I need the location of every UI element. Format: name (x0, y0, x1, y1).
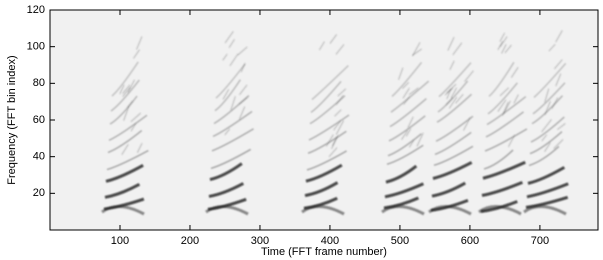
x-tick-label: 300 (251, 235, 269, 247)
x-tick-label: 100 (111, 235, 129, 247)
x-tick-label: 700 (531, 235, 549, 247)
y-tick-label: 100 (27, 41, 45, 53)
y-tick-label: 60 (33, 114, 45, 126)
y-axis-label: Frequency (FFT bin index) (6, 55, 18, 184)
y-tick-label: 80 (33, 77, 45, 89)
x-axis-label: Time (FFT frame number) (261, 246, 387, 258)
y-tick-label: 120 (27, 4, 45, 16)
chart: Time (FFT frame number) Frequency (FFT b… (0, 0, 603, 260)
y-tick-label: 20 (33, 187, 45, 199)
x-tick-label: 500 (391, 235, 409, 247)
x-tick-label: 200 (181, 235, 199, 247)
y-tick-label: 40 (33, 151, 45, 163)
x-tick-label: 400 (321, 235, 339, 247)
x-tick-label: 600 (461, 235, 479, 247)
